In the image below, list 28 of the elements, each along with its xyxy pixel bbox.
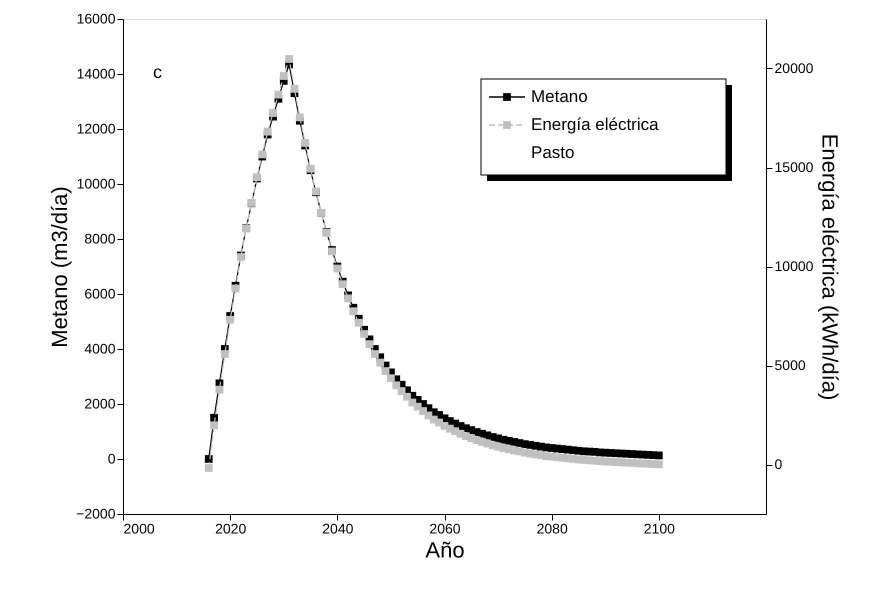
x-tick-label: 2020 [215, 520, 246, 536]
y-tick-label: 6000 [84, 286, 116, 302]
y2-tick-label: 20000 [774, 60, 814, 76]
x-tick-label: 2060 [429, 520, 461, 536]
y-tick-label: 14000 [76, 66, 116, 82]
y-tick-label: 10000 [76, 176, 116, 192]
y2-tick-label: 0 [774, 456, 782, 472]
legend-label: Energía eléctrica [531, 115, 660, 134]
x-axis-title: Año [425, 538, 465, 562]
y-tick-label: 8000 [84, 230, 116, 246]
x-tick-label: 2100 [644, 520, 676, 536]
y2-axis-title: Energía eléctrica (kWh/día) [817, 134, 842, 400]
y-tick-label: 16000 [76, 10, 116, 26]
y2-tick-label: 10000 [774, 258, 814, 274]
y-tick-label: 12000 [76, 120, 116, 136]
y-tick-label: 2000 [84, 396, 116, 412]
y2-tick-label: 5000 [774, 357, 806, 373]
x-tick-label: 2000 [124, 520, 155, 536]
y-tick-label: 4000 [84, 340, 116, 356]
x-tick-label: 2040 [322, 520, 354, 536]
y2-tick-label: 15000 [774, 159, 814, 175]
y-axis-title: Metano (m3/día) [47, 186, 72, 348]
y-tick-label: 0 [108, 450, 116, 466]
legend-title: Pasto [531, 143, 574, 162]
y-tick-label: −2000 [76, 506, 116, 522]
x-tick-label: 2080 [536, 520, 568, 536]
legend-label: Metano [531, 87, 588, 106]
annotation: c [153, 62, 162, 82]
